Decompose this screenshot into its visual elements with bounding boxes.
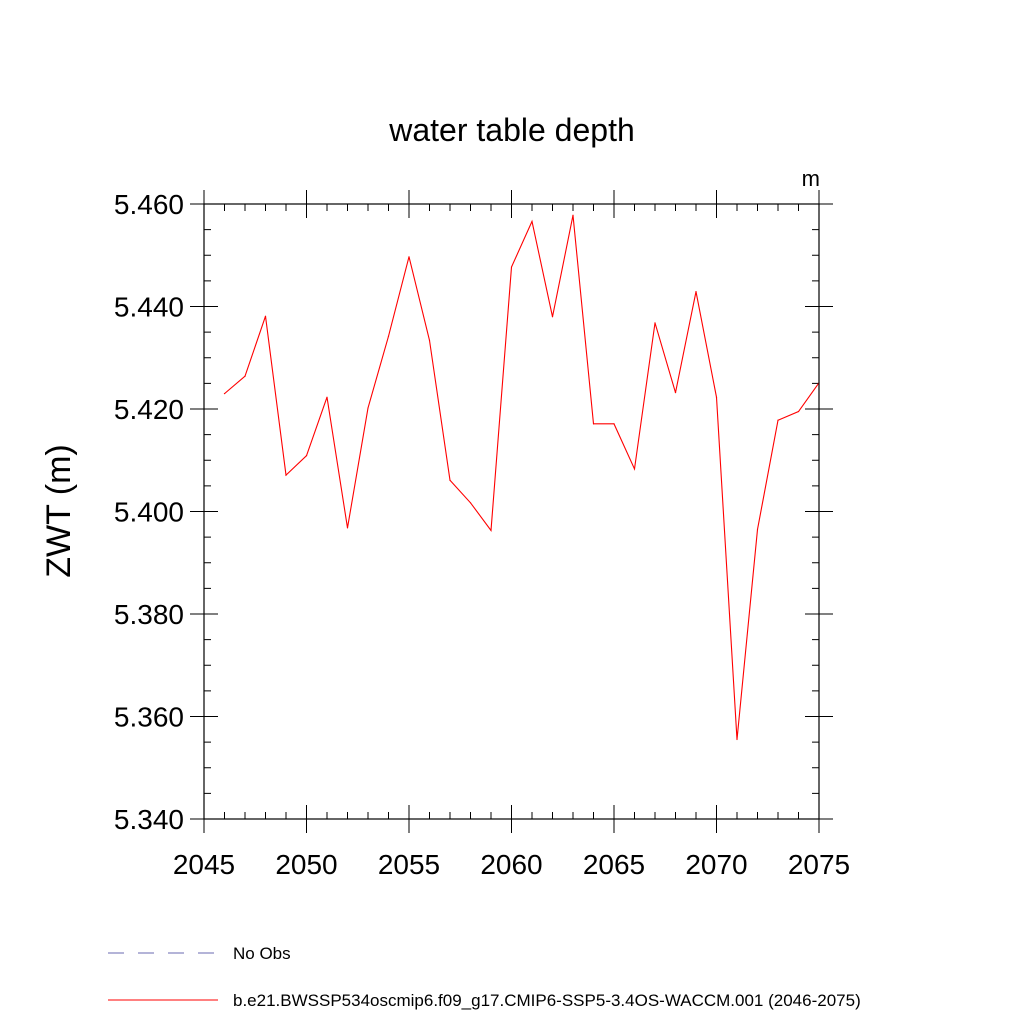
series-layer: [223, 214, 820, 741]
data-point: [244, 375, 246, 377]
legend: No Obs b.e21.BWSSP534oscmip6.f09_g17.CMIP…: [108, 944, 861, 1010]
data-point: [223, 393, 226, 395]
data-point: [285, 474, 287, 476]
data-point: [531, 220, 533, 223]
data-point: [367, 407, 369, 409]
axis-tick-labels: 2045 2050 2055 2060 2065 2070 2075 5.340 5.360 5.…: [114, 189, 850, 880]
data-point: [305, 455, 308, 457]
legend-label: No Obs: [233, 944, 291, 963]
data-point: [387, 335, 390, 337]
y-tick-label: 5.460: [114, 189, 184, 220]
data-point: [326, 396, 328, 398]
x-tick-label: 2045: [173, 849, 235, 880]
data-point: [469, 502, 472, 504]
data-point: [777, 419, 779, 421]
data-point: [572, 214, 574, 216]
data-point: [654, 322, 656, 324]
data-point: [346, 527, 349, 529]
data-point: [736, 738, 738, 741]
data-point: [408, 256, 410, 258]
data-point: [449, 479, 451, 481]
data-point: [551, 316, 554, 318]
data-point: [674, 392, 677, 394]
data-point: [715, 396, 718, 398]
data-point: [592, 423, 595, 425]
data-point: [633, 468, 636, 470]
y-tick-label: 5.380: [114, 599, 184, 630]
x-tick-label: 2060: [480, 849, 542, 880]
data-point: [695, 291, 697, 293]
data-point: [428, 339, 431, 341]
x-tick-label: 2065: [583, 849, 645, 880]
y-tick-label: 5.400: [114, 497, 184, 528]
y-tick-label: 5.360: [114, 702, 184, 733]
y-axis-label: ZWT (m): [40, 444, 78, 577]
legend-label: b.e21.BWSSP534oscmip6.f09_g17.CMIP6-SSP5…: [233, 991, 861, 1010]
chart-title: water table depth: [388, 112, 635, 148]
plot-frame: [203, 203, 820, 820]
y-tick-label: 5.440: [114, 292, 184, 323]
data-point: [490, 529, 492, 532]
data-point: [613, 423, 615, 425]
data-point: [797, 410, 800, 413]
x-tick-label: 2050: [275, 849, 337, 880]
y-tick-label: 5.420: [114, 394, 184, 425]
x-tick-label: 2075: [788, 849, 850, 880]
data-point: [264, 315, 267, 317]
x-tick-label: 2055: [378, 849, 440, 880]
y-tick-label: 5.340: [114, 804, 184, 835]
data-point: [510, 266, 513, 268]
series-line: [224, 215, 820, 740]
units-label: m: [802, 166, 820, 191]
x-tick-label: 2070: [685, 849, 747, 880]
data-point: [756, 528, 759, 531]
